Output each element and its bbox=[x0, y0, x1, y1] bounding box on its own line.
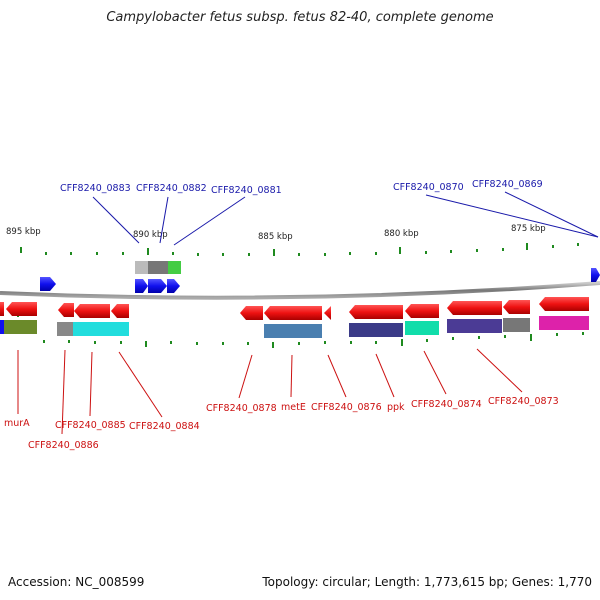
reverse-gene[interactable] bbox=[405, 304, 439, 318]
reverse-gene[interactable] bbox=[6, 302, 37, 316]
reverse-gene[interactable] bbox=[0, 302, 4, 316]
top-leader-lines bbox=[92, 191, 599, 246]
gene-label-cff8240-0883[interactable]: CFF8240_0883 bbox=[60, 183, 131, 194]
reverse-gene[interactable] bbox=[264, 306, 322, 320]
bottom-leader-lines bbox=[17, 348, 523, 435]
accession-text: Accession: NC_008599 bbox=[8, 575, 145, 589]
forward-gene[interactable] bbox=[167, 279, 180, 293]
gene-label-mete[interactable]: metE bbox=[281, 402, 306, 413]
forward-gene[interactable] bbox=[591, 268, 600, 282]
reverse-gene[interactable] bbox=[111, 304, 129, 318]
gene-label-mura[interactable]: murA bbox=[4, 418, 30, 429]
scale-label-895: 895 kbp bbox=[6, 227, 41, 237]
scale-label-885: 885 kbp bbox=[258, 232, 293, 242]
bottom-labels: murA CFF8240_0886 CFF8240_0885 CFF8240_0… bbox=[4, 396, 559, 451]
gene-label-cff8240-0882[interactable]: CFF8240_0882 bbox=[136, 183, 207, 194]
reverse-gene[interactable] bbox=[74, 304, 110, 318]
top-labels: CFF8240_0883 CFF8240_0882 CFF8240_0881 C… bbox=[60, 179, 543, 196]
forward-genes bbox=[40, 268, 600, 293]
reverse-gene[interactable] bbox=[240, 306, 263, 320]
reverse-genes bbox=[0, 297, 589, 320]
gene-label-cff8240-0874[interactable]: CFF8240_0874 bbox=[411, 399, 482, 410]
gene-label-cff8240-0886[interactable]: CFF8240_0886 bbox=[28, 440, 99, 451]
scale-label-875: 875 kbp bbox=[511, 224, 546, 234]
gene-label-ppk[interactable]: ppk bbox=[387, 402, 405, 413]
reverse-feature-bars bbox=[0, 316, 589, 338]
reverse-gene[interactable] bbox=[58, 303, 74, 317]
gene-label-cff8240-0869[interactable]: CFF8240_0869 bbox=[472, 179, 543, 190]
gene-label-cff8240-0881[interactable]: CFF8240_0881 bbox=[211, 185, 282, 196]
forward-gene[interactable] bbox=[135, 279, 148, 293]
gene-label-cff8240-0878[interactable]: CFF8240_0878 bbox=[206, 403, 277, 414]
reverse-gene[interactable] bbox=[447, 301, 502, 315]
forward-feature-bars bbox=[135, 261, 181, 274]
gene-label-cff8240-0876[interactable]: CFF8240_0876 bbox=[311, 402, 382, 413]
forward-gene[interactable] bbox=[148, 279, 167, 293]
map-title: Campylobacter fetus subsp. fetus 82-40, … bbox=[106, 10, 494, 25]
gene-label-cff8240-0873[interactable]: CFF8240_0873 bbox=[488, 396, 559, 407]
genome-summary-text: Topology: circular; Length: 1,773,615 bp… bbox=[262, 575, 592, 589]
reverse-gene[interactable] bbox=[539, 297, 589, 311]
gene-label-cff8240-0884[interactable]: CFF8240_0884 bbox=[129, 421, 200, 432]
forward-gene[interactable] bbox=[40, 277, 56, 291]
scale-ticks bbox=[17, 243, 584, 348]
genome-backbone bbox=[0, 281, 600, 300]
gene-label-cff8240-0870[interactable]: CFF8240_0870 bbox=[393, 182, 464, 193]
reverse-gene[interactable] bbox=[349, 305, 403, 319]
scale-label-880: 880 kbp bbox=[384, 229, 419, 239]
gene-label-cff8240-0885[interactable]: CFF8240_0885 bbox=[55, 420, 126, 431]
scale-labels: 895 kbp 890 kbp 885 kbp 880 kbp 875 kbp bbox=[6, 224, 546, 242]
scale-label-890: 890 kbp bbox=[133, 230, 168, 240]
reverse-gene[interactable] bbox=[503, 300, 530, 314]
reverse-gene[interactable] bbox=[324, 306, 331, 320]
